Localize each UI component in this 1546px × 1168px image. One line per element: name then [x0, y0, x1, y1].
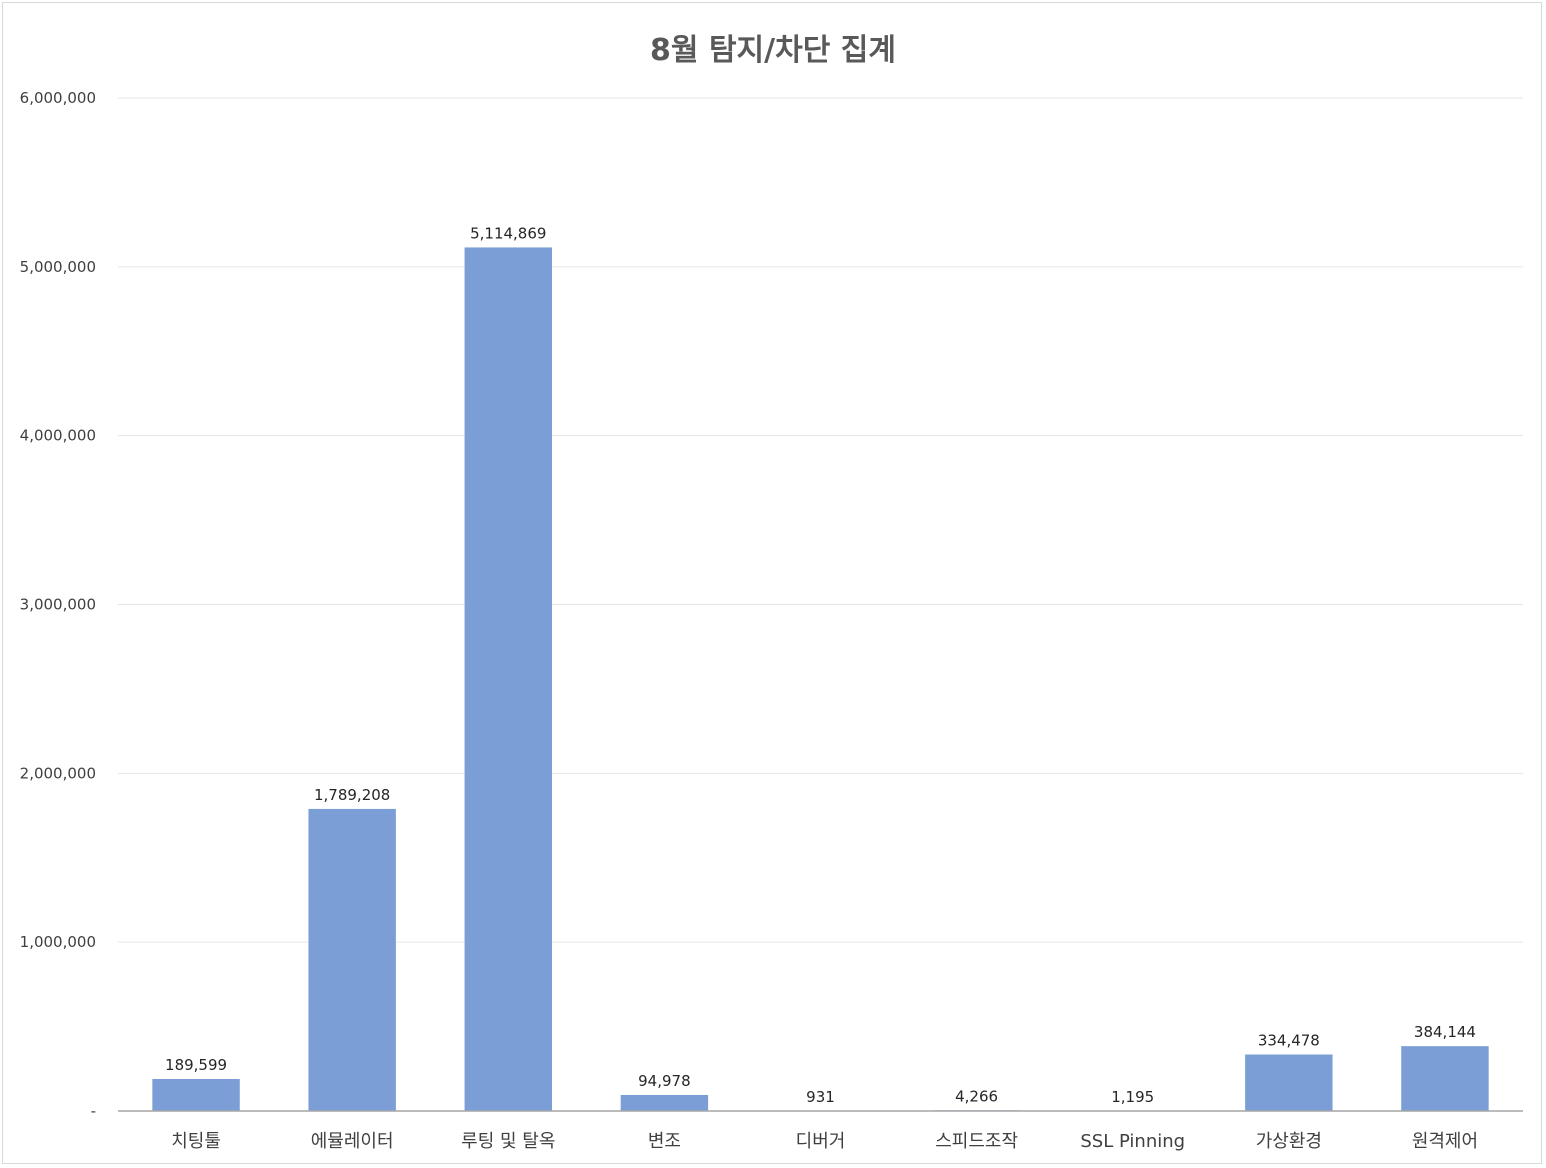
x-tick-label: 가상환경 [1256, 1131, 1322, 1152]
bars [152, 247, 1489, 1111]
x-axis-ticks: 치팅툴 에뮬레이터 루팅 및 탈옥 변조 디버거 스피드조작 SSL Pinning 가상환경… [171, 1131, 1478, 1152]
y-tick-label: 6,000,000 [20, 89, 96, 107]
y-tick-label: 2,000,000 [20, 764, 96, 782]
y-tick-label: 3,000,000 [20, 596, 96, 614]
bar-chart: 8월 탐지/차단 집계 - 1,000,000 2,000,000 3,000,000… [20, 33, 1523, 1152]
bar-1 [152, 1078, 240, 1111]
data-label: 189,599 [165, 1056, 227, 1074]
data-label: 4,266 [955, 1087, 998, 1105]
data-label: 334,478 [1258, 1032, 1320, 1050]
x-tick-label: 변조 [648, 1131, 681, 1152]
bar-8 [1245, 1054, 1333, 1111]
x-tick-label: 원격제어 [1412, 1131, 1478, 1152]
data-labels: 189,599 1,789,208 5,114,869 94,978 931 4,266 1… [165, 224, 1476, 1105]
y-axis-ticks: - 1,000,000 2,000,000 3,000,000 4,000,000 5,0… [20, 89, 96, 1120]
data-label: 1,195 [1111, 1088, 1154, 1106]
x-tick-label: 치팅툴 [171, 1131, 221, 1152]
chart-title: 8월 탐지/차단 집계 [650, 33, 896, 68]
x-tick-label: 루팅 및 탈옥 [461, 1131, 555, 1152]
data-label: 1,789,208 [314, 786, 390, 804]
y-tick-label: - [91, 1102, 96, 1120]
y-tick-label: 4,000,000 [20, 427, 96, 445]
x-tick-label: SSL Pinning [1080, 1131, 1185, 1152]
x-tick-label: 에뮬레이터 [311, 1131, 394, 1152]
x-tick-label: 디버거 [796, 1131, 846, 1152]
data-label: 931 [806, 1088, 835, 1106]
bar-4 [620, 1094, 709, 1111]
bar-9 [1401, 1046, 1489, 1111]
bar-2 [308, 808, 396, 1111]
x-tick-label: 스피드조작 [935, 1131, 1018, 1152]
gridlines [118, 97, 1523, 943]
data-label: 384,144 [1414, 1023, 1476, 1041]
data-label: 94,978 [638, 1072, 691, 1090]
y-tick-label: 5,000,000 [20, 258, 96, 276]
bar-3 [464, 247, 552, 1111]
y-tick-label: 1,000,000 [20, 933, 96, 951]
data-label: 5,114,869 [470, 224, 546, 242]
